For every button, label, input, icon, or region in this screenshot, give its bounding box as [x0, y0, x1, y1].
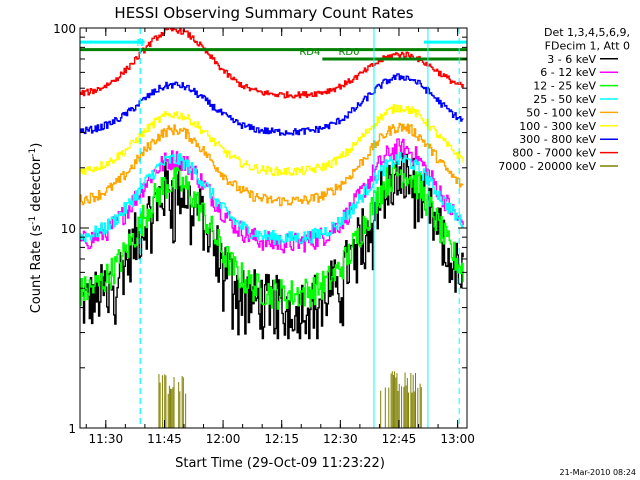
- x-tick-label: 12:15: [264, 432, 299, 446]
- series-4-line: [80, 152, 464, 246]
- green-flag-label: RD4: [299, 47, 320, 58]
- legend-entry-label: 7000 - 20000 keV: [498, 160, 596, 173]
- legend-entry-label: 800 - 7000 keV: [512, 147, 596, 160]
- y-axis-label-end: ): [29, 143, 44, 148]
- legend: Det 1,3,4,5,6,9,FDecim 1, Att 03 - 6 keV…: [498, 26, 630, 173]
- x-axis-label: Start Time (29-Oct-09 11:23:22): [175, 456, 385, 471]
- y-axis-label-sup1: -1: [28, 216, 38, 225]
- legend-entry-label: 12 - 25 keV: [533, 80, 596, 93]
- legend-entry-label: 300 - 800 keV: [519, 133, 596, 146]
- y-tick-label: 100: [53, 22, 76, 36]
- legend-entry-label: 100 - 300 keV: [519, 120, 596, 133]
- x-tick-label: 11:30: [89, 432, 124, 446]
- axes: 11:30 11:45 12:00 12:15 12:30 12:45 13:00 1 10 10…: [53, 22, 475, 446]
- plot-area: NRD4RD0: [80, 28, 467, 428]
- chart-title: HESSI Observing Summary Count Rates: [114, 4, 413, 22]
- y-tick-label: 1: [68, 422, 76, 436]
- y-axis-label-mid: detector: [29, 156, 44, 216]
- series-9-spikes: [158, 371, 422, 428]
- y-axis-label: Count Rate (s-1 detector-1): [28, 143, 44, 314]
- x-tick-label: 11:45: [147, 432, 182, 446]
- legend-header-line: Det 1,3,4,5,6,9,: [544, 26, 630, 39]
- x-tick-label: 12:30: [323, 432, 358, 446]
- legend-entry-label: 3 - 6 keV: [547, 53, 596, 66]
- y-tick-label: 10: [61, 222, 76, 236]
- green-flag-label: RD0: [338, 47, 359, 58]
- legend-header-line: FDecim 1, Att 0: [545, 39, 630, 52]
- series-3-line: [80, 161, 464, 310]
- series-7-line: [80, 73, 464, 136]
- legend-entry-label: 50 - 100 keV: [526, 106, 596, 119]
- y-axis-label-sup2: -1: [28, 148, 38, 157]
- series-6-line: [80, 104, 464, 177]
- y-axis-label-main: Count Rate (s: [29, 225, 44, 314]
- legend-entry-label: 25 - 50 keV: [533, 93, 596, 106]
- x-tick-label: 12:00: [206, 432, 241, 446]
- x-tick-label: 12:45: [382, 432, 417, 446]
- series-5-line: [80, 122, 464, 207]
- date-stamp: 21-Mar-2010 08:24: [560, 468, 637, 477]
- legend-entry-label: 6 - 12 keV: [540, 66, 596, 79]
- x-tick-label: 13:00: [440, 432, 475, 446]
- series-2-line: [80, 138, 464, 254]
